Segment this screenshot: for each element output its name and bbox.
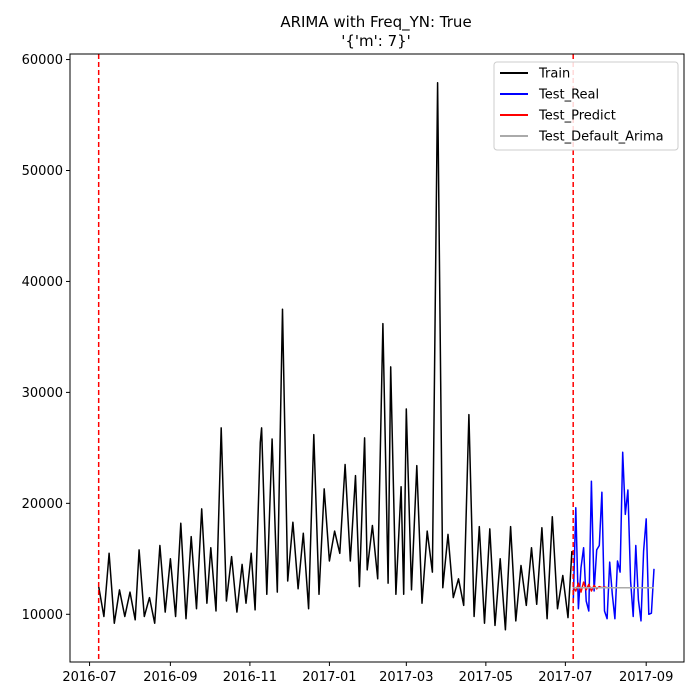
chart-subtitle: '{'m': 7}' <box>341 32 411 50</box>
y-tick-label-60000: 60000 <box>22 53 63 68</box>
legend-label-train: Train <box>538 67 570 82</box>
x-tick-label-2017-05: 2017-05 <box>459 670 513 685</box>
x-tick-label-2017-09: 2017-09 <box>619 670 673 685</box>
series-line-test-real <box>572 451 655 622</box>
y-tick-label-10000: 10000 <box>22 608 63 623</box>
legend-label-test-default-arima: Test_Default_Arima <box>538 130 664 145</box>
x-tick-label-2016-11: 2016-11 <box>223 670 277 685</box>
series-line-train <box>97 82 573 631</box>
legend-label-test-real: Test_Real <box>538 88 599 103</box>
plot-area <box>97 54 655 662</box>
y-tick-label-30000: 30000 <box>22 386 63 401</box>
chart-title: ARIMA with Freq_YN: True <box>280 13 471 32</box>
y-tick-label-50000: 50000 <box>22 164 63 179</box>
legend-box <box>493 61 679 151</box>
y-tick-label-40000: 40000 <box>22 275 63 290</box>
x-tick-label-2016-09: 2016-09 <box>143 670 197 685</box>
x-tick-label-2016-07: 2016-07 <box>62 670 116 685</box>
x-tick-label-2017-07: 2017-07 <box>538 670 592 685</box>
x-tick-label-2017-01: 2017-01 <box>302 670 356 685</box>
y-tick-label-20000: 20000 <box>22 497 63 512</box>
legend: Train Test_Real Test_Predict Test_Default_A… <box>493 61 679 151</box>
axes: 2016-07 2016-09 2016-11 2017-01 2017-03 2017-… <box>22 53 674 685</box>
plot-frame <box>69 53 685 663</box>
legend-label-test-predict: Test_Predict <box>538 109 616 124</box>
x-tick-label-2017-03: 2017-03 <box>379 670 433 685</box>
